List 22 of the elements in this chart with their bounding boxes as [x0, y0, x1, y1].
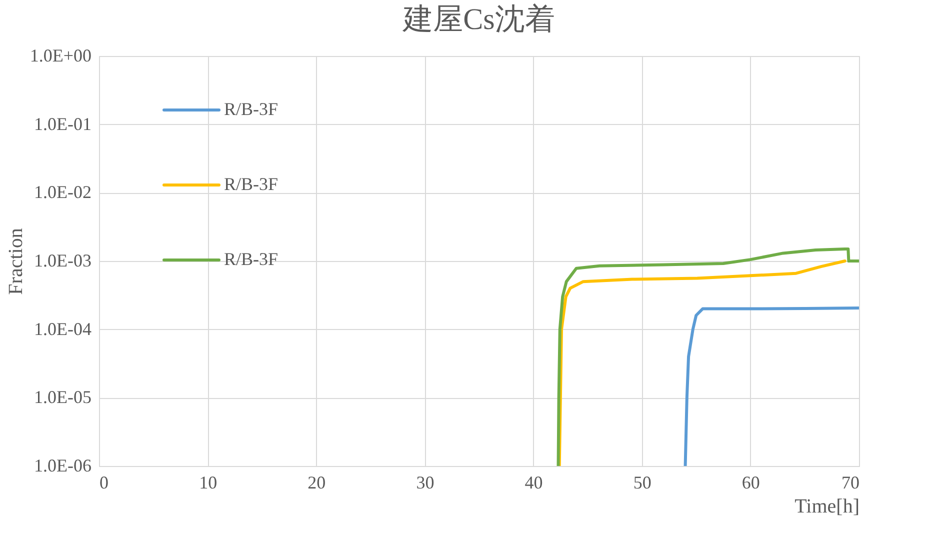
x-tick-label: 60	[742, 472, 760, 492]
y-tick-label: 1.0E-02	[34, 182, 92, 202]
y-tick-label: 1.0E-05	[34, 387, 92, 408]
legend-label: R/B-3F	[224, 174, 278, 194]
y-tick-label: 1.0E-03	[34, 250, 92, 270]
x-tick-label: 0	[100, 472, 108, 492]
y-tick-label: 1.0E-06	[34, 456, 92, 476]
y-tick-label: 1.0E-01	[34, 114, 92, 134]
x-axis-title: Time[h]	[794, 496, 860, 518]
x-tick-label: 70	[842, 472, 860, 492]
y-axis-title: Fraction	[4, 228, 27, 295]
legend-label: R/B-3F	[224, 249, 278, 269]
y-tick-label: 1.0E-04	[34, 318, 92, 339]
x-tick-label: 10	[199, 472, 218, 492]
legend-label: R/B-3F	[224, 99, 278, 119]
chart-title: 建屋Cs沈着	[402, 3, 555, 36]
line-series	[684, 306, 859, 466]
x-tick-label: 20	[308, 472, 326, 492]
y-tick-label: 1.0E+00	[30, 46, 92, 66]
x-tick-label: 40	[524, 472, 543, 492]
x-tick-label: 30	[416, 472, 434, 492]
x-tick-label: 50	[633, 472, 652, 492]
